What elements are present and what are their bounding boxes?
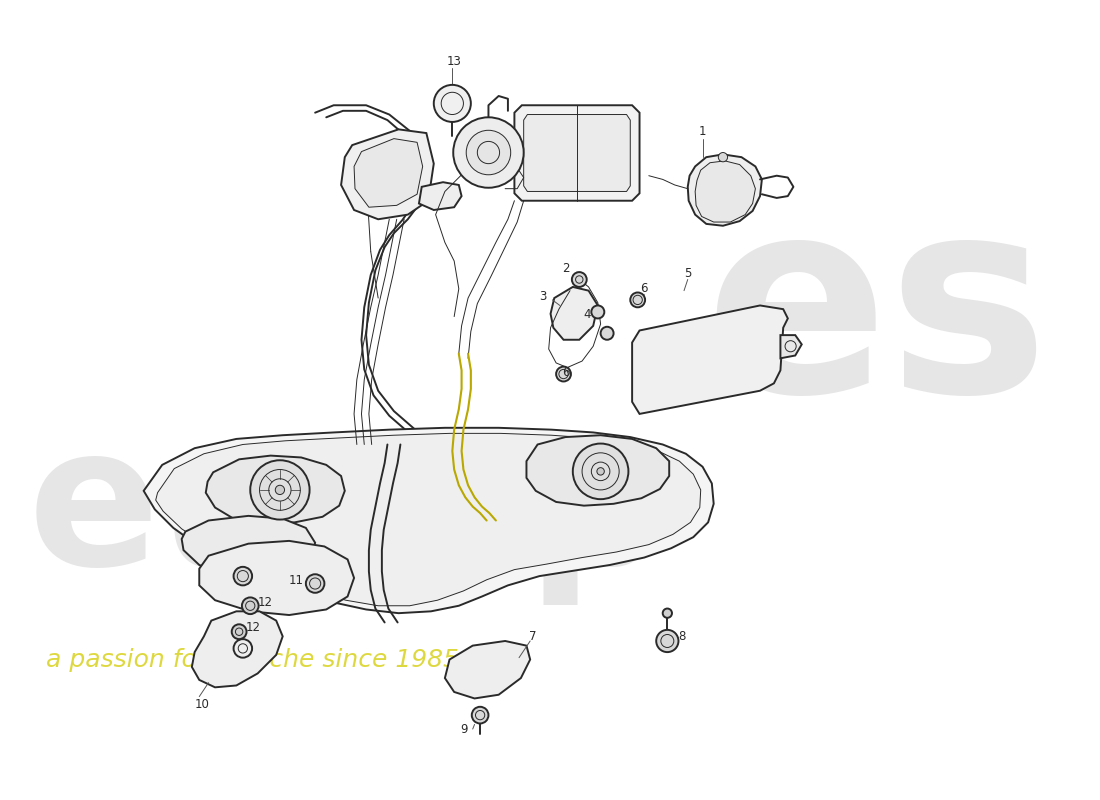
Circle shape <box>572 272 586 287</box>
Circle shape <box>557 366 571 382</box>
Text: es: es <box>704 186 1049 447</box>
Circle shape <box>472 706 488 723</box>
Circle shape <box>433 85 471 122</box>
Polygon shape <box>182 516 315 578</box>
Circle shape <box>251 460 309 519</box>
Text: a passion for porsche since 1985: a passion for porsche since 1985 <box>46 647 459 671</box>
Polygon shape <box>688 154 762 226</box>
Circle shape <box>592 306 604 318</box>
Polygon shape <box>419 182 462 210</box>
Polygon shape <box>144 428 714 613</box>
Text: 3: 3 <box>539 290 547 302</box>
Text: 7: 7 <box>529 630 537 643</box>
Text: 6: 6 <box>640 282 648 295</box>
Circle shape <box>275 486 285 494</box>
Polygon shape <box>199 541 354 615</box>
Polygon shape <box>341 130 433 219</box>
Circle shape <box>662 609 672 618</box>
Text: 11: 11 <box>289 574 304 587</box>
Polygon shape <box>354 138 422 207</box>
Circle shape <box>242 598 258 614</box>
Polygon shape <box>206 456 344 524</box>
Text: 4: 4 <box>584 308 592 322</box>
Text: 10: 10 <box>195 698 209 710</box>
Text: 5: 5 <box>684 267 692 281</box>
Circle shape <box>657 630 679 652</box>
Circle shape <box>601 326 614 340</box>
Circle shape <box>466 130 510 174</box>
Circle shape <box>306 574 324 593</box>
Polygon shape <box>191 611 283 687</box>
Text: 8: 8 <box>679 630 685 643</box>
Text: 9: 9 <box>461 722 469 735</box>
Circle shape <box>630 293 645 307</box>
Polygon shape <box>524 114 630 191</box>
Polygon shape <box>444 641 530 698</box>
Polygon shape <box>156 434 701 606</box>
Circle shape <box>232 624 246 639</box>
Polygon shape <box>632 306 788 414</box>
Polygon shape <box>780 335 802 358</box>
Text: 2: 2 <box>562 262 570 275</box>
Circle shape <box>597 468 604 475</box>
Circle shape <box>233 567 252 586</box>
Circle shape <box>453 118 524 188</box>
Text: 12: 12 <box>257 595 273 609</box>
Text: 12: 12 <box>245 621 261 634</box>
Circle shape <box>718 153 727 162</box>
Polygon shape <box>527 435 669 506</box>
Polygon shape <box>444 96 461 106</box>
Polygon shape <box>515 106 639 201</box>
Polygon shape <box>551 287 597 340</box>
Text: 13: 13 <box>447 55 462 68</box>
Polygon shape <box>695 161 756 222</box>
Text: 6: 6 <box>562 366 569 378</box>
Text: 1: 1 <box>698 125 706 138</box>
Text: europ: europ <box>28 418 668 606</box>
Circle shape <box>573 443 628 499</box>
